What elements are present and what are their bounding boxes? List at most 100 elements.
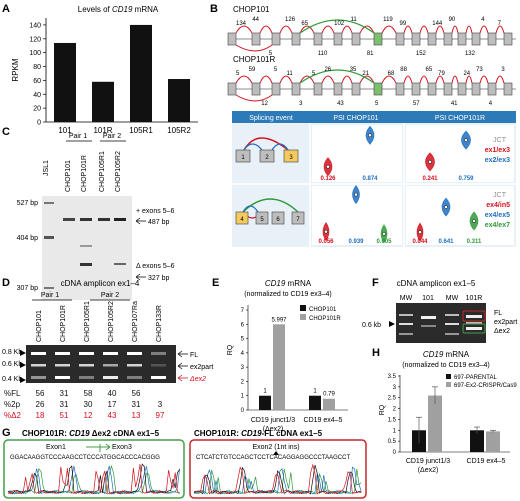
exon2-label: Exon2 (1nt ins): [252, 444, 299, 451]
violin-median: [418, 230, 422, 235]
violin-median: [444, 205, 448, 209]
trace-line: [7, 465, 180, 495]
percent-table: %FL 56 31 58 40 56 %2p 26 31 30 17 31 3 %Δ2 18 51 12 43 13…: [4, 389, 165, 420]
panel-e-title: CD19 mRNA: [265, 279, 312, 288]
y-tick-label: 6: [241, 322, 245, 328]
junction-arc: [341, 25, 353, 34]
band-dex2: [127, 376, 142, 379]
legend-parental: 697-PARENTAL: [454, 375, 497, 381]
panel-a-title: Levels of CD19 mRNA: [78, 5, 159, 14]
junction-count: 65: [426, 67, 433, 73]
y-tick-label: 2: [241, 379, 245, 385]
exon-box: [411, 82, 421, 96]
xlabel-ex45: CD19 ex4–5: [304, 417, 343, 424]
band-fl: [421, 316, 436, 319]
y-tick-label: 120: [29, 36, 41, 43]
y-tick-label: 7: [241, 308, 245, 314]
junction-count: 134: [236, 21, 247, 27]
annotation-327: 327 bp: [148, 275, 170, 282]
exon-7-box: [291, 211, 305, 225]
junction-arc: [235, 75, 253, 84]
junction-arc: [279, 25, 293, 34]
junction-count: 4: [481, 17, 485, 23]
arrow-icon: [177, 362, 188, 370]
percent-value: 51: [60, 411, 69, 420]
junction-arc: [321, 25, 335, 34]
junction-count: 5: [269, 51, 273, 57]
psi-value: 0.056: [318, 239, 334, 245]
band-ex2part-label: ex2part: [494, 319, 517, 326]
junction-count: 88: [400, 67, 407, 73]
exon-box: [471, 32, 481, 46]
panel-a: A Levels of CD19 mRNA RPKM 0 20 40 60 80 100 1…: [2, 3, 198, 135]
panel-c-letter: C: [2, 126, 10, 138]
junction-arc: [381, 75, 397, 84]
arrow-icon: [135, 217, 146, 225]
header-psi-101r: PSI CHOP101R: [435, 115, 485, 122]
band-ex2part-label: ex2part: [190, 364, 213, 371]
junction-count: 4: [489, 101, 493, 107]
y-tick-label: 0.5: [388, 439, 397, 445]
gel-image: [42, 196, 132, 300]
legend-ex2-ex3: ex2/ex3: [485, 157, 510, 164]
gel-bands: [31, 352, 166, 379]
exon-1-box: [235, 149, 251, 163]
y-tick-label: 140: [29, 22, 41, 29]
junction-ex1-ex2: [243, 143, 263, 151]
violin-median: [382, 231, 386, 236]
junction-arc: [259, 75, 273, 84]
junction-arc: [495, 75, 505, 84]
junction-count: 102: [334, 21, 345, 27]
arrowhead-icon: [273, 451, 279, 455]
legend-chop101r: CHOP101R: [309, 316, 341, 322]
y-tick-label: 4: [241, 351, 245, 357]
lane-label: CHOP133R: [156, 305, 163, 342]
lane-mw: MW: [400, 295, 413, 302]
band-dex2: [55, 376, 70, 379]
panel-e-ticks: 0 1 2 3 4 5 6 7: [241, 308, 248, 414]
violin-median: [472, 219, 476, 223]
ladder-band: [445, 323, 459, 325]
band-487: [80, 218, 92, 221]
g-left-title: CHOP101R: CD19 Δex2 cDNA ex1–5: [22, 429, 160, 438]
band-dex2: [103, 376, 118, 379]
junction-count: 43: [337, 101, 344, 107]
ladder-band: [399, 333, 413, 335]
exon-box: [291, 32, 301, 46]
percent-value: 43: [108, 411, 117, 420]
junction-arc: [419, 25, 429, 34]
exon-4-box: [235, 211, 249, 225]
violin-median: [354, 192, 358, 197]
legend-jct: JCT: [493, 137, 507, 144]
row-label: %FL: [4, 389, 21, 398]
junction-count: 132: [465, 51, 476, 57]
table-header-bar: [232, 111, 516, 123]
legend-swatch-crispr: [446, 382, 451, 387]
band-fl: [127, 352, 142, 355]
panel-e-subtitle: (normalized to CD19 ex3–4): [244, 291, 332, 298]
junction-arc: [495, 25, 505, 34]
panel-e: E CD19 mRNA (normalized to CD19 ex3–4) R…: [212, 277, 348, 433]
exon-box: [313, 32, 323, 46]
lane-label: CHOP107Ra: [132, 301, 139, 342]
exon3-label: Exon3: [112, 444, 132, 451]
junction-count: 152: [416, 51, 427, 57]
junction-count: 11: [287, 71, 294, 77]
exon1-label: Exon1: [46, 444, 66, 451]
band-minor: [80, 245, 92, 247]
legend-ex4-in5: ex4/in5: [486, 202, 510, 209]
pair-2-label: Pair 2: [103, 133, 121, 140]
exon-4-label: 4: [240, 217, 244, 223]
exon-box: [503, 32, 513, 46]
skip-arc: [299, 69, 375, 84]
track1-label: CHOP101: [233, 5, 270, 14]
lane-label: JSL1: [43, 160, 50, 176]
band-fl-label: FL: [190, 352, 198, 359]
exon-box: [443, 32, 453, 46]
violin-median: [368, 133, 372, 138]
junction-arc: [259, 25, 273, 34]
panel-e-ylabel: RQ: [227, 344, 234, 355]
panel-h-letter: H: [372, 347, 380, 359]
exon-box: [227, 82, 237, 96]
annotation-plus-exons: + exons 5–6: [136, 208, 174, 215]
